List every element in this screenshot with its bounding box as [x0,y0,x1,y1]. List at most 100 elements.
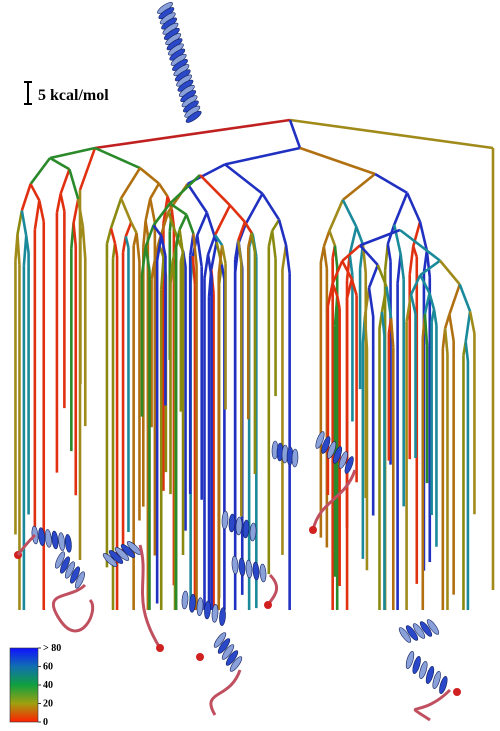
tree-branch [401,254,404,279]
tree-branch [159,184,168,197]
colorbar-label: 0 [43,717,48,728]
colorbar-label: 40 [43,680,53,691]
tree-branch [26,236,28,253]
helix-turn [252,562,259,580]
coil [53,585,92,631]
tree-branch [61,194,65,211]
colorbar-label: > 80 [43,643,61,654]
tree-branch [22,211,26,236]
tree-branch [69,169,78,199]
tree-branch [360,230,400,245]
terminus [156,644,164,652]
tree-branch [225,164,262,193]
coil [211,670,240,715]
helix-turn [51,531,59,550]
tree-branch [343,200,356,227]
helix-turn [245,560,252,578]
tree-branch [83,227,85,259]
tree-branch [329,231,335,246]
tree-branch [140,168,159,183]
tree-branch [225,148,300,164]
helix-turn [292,449,299,467]
terminus [196,653,204,661]
tree-branch [80,148,95,190]
tree-branch [95,120,290,148]
tree-branch [400,230,440,261]
terminus [453,688,461,696]
tree-branch [252,233,255,252]
tree-branch [286,245,290,273]
tree-branch [290,120,300,148]
colorbar-gradient [10,648,38,722]
tree-branch [335,246,337,267]
tree-branch [343,174,375,200]
helix-turn [44,529,52,548]
scale-bar: 5 kcal/mol [24,82,109,104]
helix-turn [181,591,188,609]
colorbar-label: 20 [43,699,53,710]
tree-branch [193,256,195,285]
tree-branch [375,174,407,193]
tree-branch [111,228,115,243]
tree-branch [329,200,342,231]
tree-branch [208,255,212,277]
tree-branch [324,231,330,247]
tree-branch [31,184,40,200]
tree-branch [222,245,225,263]
tree-branch [115,243,117,256]
tree-branch [146,199,151,221]
tree-branch [215,205,230,235]
tree-branch [180,230,183,255]
tree-branch [449,284,459,314]
tree-branch [197,213,207,236]
tree-branch [121,198,131,222]
tree-branch [369,288,373,317]
tree-branch [150,199,155,223]
tree-branch [449,314,453,340]
tree-branch [324,246,327,268]
tree-branch [410,246,414,274]
helix-turn [231,556,238,574]
tree-branch [245,222,252,233]
tree-branch [121,168,140,198]
tree-branch [388,244,391,261]
tree-branch [272,231,275,259]
tree-branch [137,233,140,262]
tree-branch [39,201,43,222]
tree-branch [440,261,460,285]
tree-branch [470,311,474,333]
tree-branch [126,222,131,236]
tree-branch [17,235,19,265]
tree-branch [200,175,230,205]
tree-branch [356,227,363,245]
tree-branch [425,314,427,346]
tree-branch [407,193,420,222]
tree-branch [262,194,279,220]
tree-branch [300,148,375,174]
tree-branch [246,194,263,224]
tree-branch [50,158,69,169]
tree-branch [170,175,200,203]
tree-branch [350,254,353,275]
tree-branch [222,264,225,279]
helix-turn [219,607,226,625]
tree-branch [230,205,245,222]
coil [415,690,450,720]
scale-label: 5 kcal/mol [38,87,109,104]
tree-branch [188,184,207,213]
terminus [264,601,272,609]
tree-branch [394,193,407,225]
tree-branch [369,265,378,288]
helix-turn [222,511,229,529]
tree-branch [466,311,470,341]
tree-branch [22,184,31,211]
terminus [309,526,317,534]
tree-branch [197,235,201,266]
tree-branch [445,328,447,354]
tree-branch [434,309,436,325]
helix-turn [259,564,266,582]
tree-branch [413,246,417,257]
coil [268,575,277,605]
tree-branch [131,222,136,233]
